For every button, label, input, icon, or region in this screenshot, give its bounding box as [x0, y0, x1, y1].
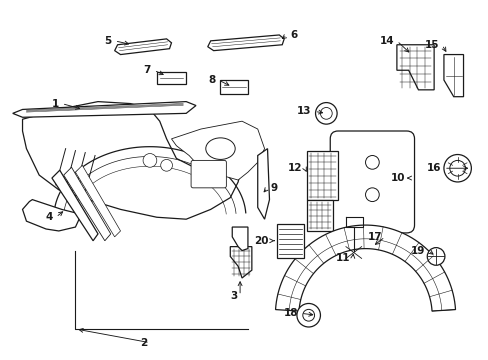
Text: 9: 9 [270, 183, 277, 193]
FancyBboxPatch shape [191, 161, 226, 188]
Text: 11: 11 [335, 253, 349, 264]
Polygon shape [396, 45, 433, 90]
Text: 14: 14 [379, 36, 393, 46]
Polygon shape [232, 227, 247, 251]
Text: 16: 16 [426, 163, 440, 173]
Circle shape [365, 156, 379, 169]
Text: 7: 7 [143, 65, 151, 75]
Polygon shape [114, 39, 171, 55]
Text: 12: 12 [287, 163, 301, 173]
Polygon shape [220, 80, 247, 94]
Circle shape [296, 303, 320, 327]
Polygon shape [13, 102, 196, 117]
Polygon shape [306, 199, 332, 231]
Text: 2: 2 [140, 338, 147, 348]
Text: 5: 5 [104, 36, 111, 46]
Text: 20: 20 [253, 236, 268, 246]
Text: 8: 8 [208, 75, 215, 85]
Polygon shape [22, 102, 264, 219]
Circle shape [365, 188, 379, 202]
Polygon shape [63, 167, 110, 241]
Text: 19: 19 [410, 246, 425, 256]
Text: 6: 6 [289, 30, 297, 40]
Polygon shape [157, 72, 186, 84]
Polygon shape [275, 225, 455, 311]
Polygon shape [22, 199, 81, 231]
Text: 18: 18 [283, 308, 297, 318]
Circle shape [315, 103, 336, 124]
FancyBboxPatch shape [329, 131, 414, 233]
Circle shape [443, 154, 470, 182]
Circle shape [427, 248, 444, 265]
Polygon shape [207, 35, 284, 51]
Circle shape [143, 153, 157, 167]
Text: 13: 13 [297, 107, 311, 116]
Circle shape [449, 161, 465, 176]
Text: 15: 15 [424, 40, 438, 50]
Circle shape [302, 309, 314, 321]
Polygon shape [277, 224, 303, 258]
Text: 10: 10 [390, 173, 405, 183]
Polygon shape [230, 247, 251, 278]
Circle shape [320, 108, 331, 119]
Polygon shape [306, 150, 337, 199]
Text: 3: 3 [229, 291, 237, 301]
Polygon shape [171, 121, 264, 180]
Text: 17: 17 [367, 232, 382, 242]
Polygon shape [52, 170, 98, 241]
Polygon shape [257, 149, 269, 219]
Circle shape [161, 159, 172, 171]
Text: 1: 1 [51, 99, 59, 109]
Polygon shape [75, 165, 120, 237]
Polygon shape [443, 55, 463, 97]
Ellipse shape [205, 138, 235, 159]
Text: 4: 4 [45, 212, 53, 222]
